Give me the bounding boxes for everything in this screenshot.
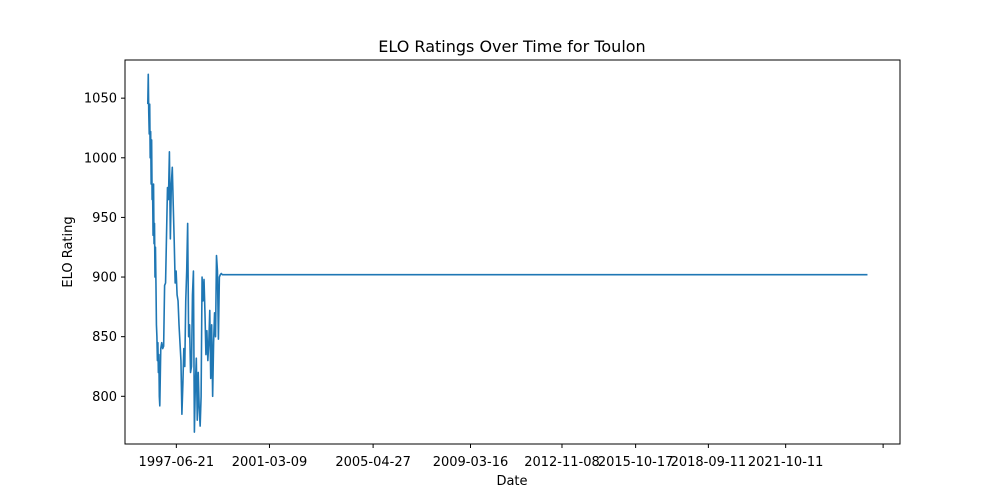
y-axis-label: ELO Rating: [61, 216, 76, 287]
chart-title: ELO Ratings Over Time for Toulon: [378, 37, 645, 56]
y-tick-label: 950: [92, 211, 117, 226]
x-tick-label: 2012-11-08: [524, 455, 600, 470]
x-tick-label: 2021-10-11: [748, 455, 824, 470]
plot-area-frame: [124, 59, 901, 445]
y-tick-label: 1000: [84, 151, 117, 166]
x-tick-label: 2015-10-17: [598, 455, 674, 470]
y-tick-label: 1050: [84, 92, 117, 107]
y-tick-label: 850: [92, 330, 117, 345]
y-tick-label: 800: [92, 390, 117, 405]
x-tick-label: 2009-03-16: [433, 455, 509, 470]
x-tick-label: 2018-09-11: [671, 455, 747, 470]
x-tick-label: 2001-03-09: [232, 455, 308, 470]
series-line: [146, 73, 868, 433]
x-axis-label: Date: [496, 474, 527, 489]
x-tick-label: 2005-04-27: [335, 455, 411, 470]
series-layer: [146, 73, 868, 433]
y-tick-label: 900: [92, 271, 117, 286]
x-tick-label: 1997-06-21: [139, 455, 215, 470]
axis-ticks: 800 850 900 950 1000 1050 1997-06-21 2001-03-09…: [84, 92, 884, 470]
